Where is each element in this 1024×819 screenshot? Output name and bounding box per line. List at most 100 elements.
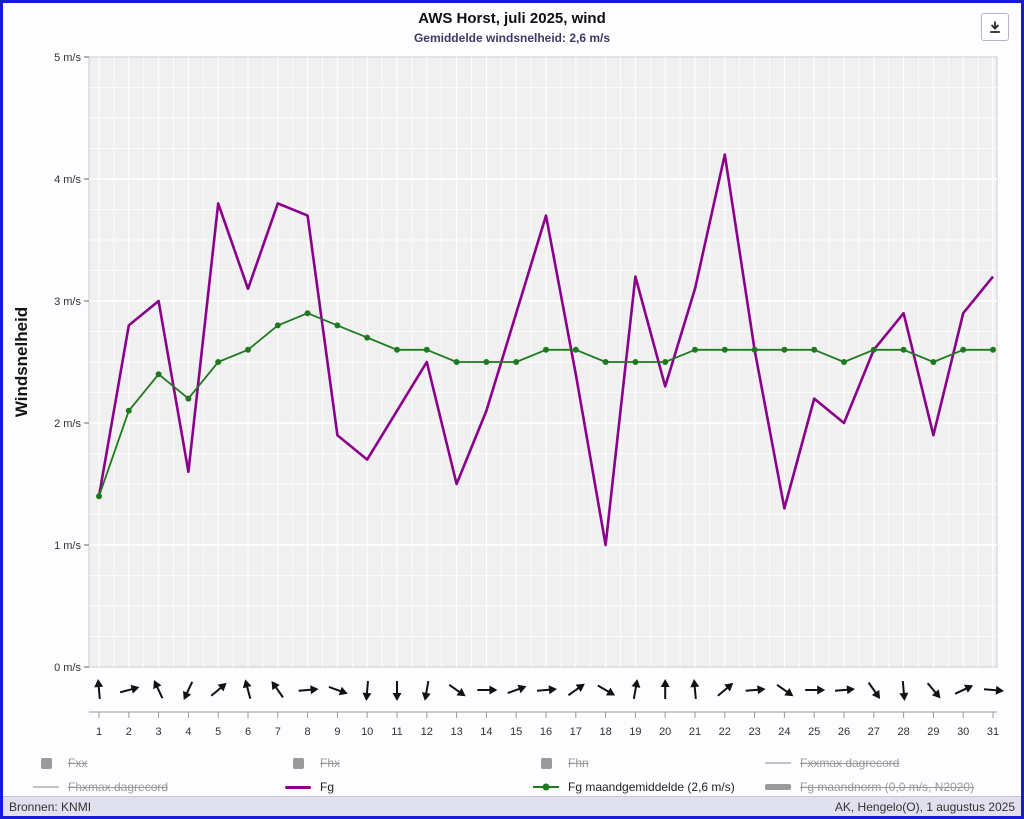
download-button[interactable] bbox=[981, 13, 1009, 41]
chart-title: AWS Horst, juli 2025, wind bbox=[418, 10, 606, 27]
wind-arrow bbox=[690, 679, 700, 700]
svg-text:30: 30 bbox=[957, 726, 969, 738]
svg-text:19: 19 bbox=[629, 726, 641, 738]
svg-text:3: 3 bbox=[156, 726, 162, 738]
legend-item-fxxmax-dagrecord[interactable]: Fxxmax dagrecord bbox=[765, 753, 1021, 773]
wind-arrow bbox=[660, 679, 670, 699]
wind-arrow bbox=[183, 681, 194, 700]
svg-text:29: 29 bbox=[927, 726, 939, 738]
wind-arrow bbox=[631, 679, 641, 700]
wind-arrow bbox=[94, 679, 104, 700]
wind-arrow bbox=[477, 685, 498, 695]
svg-text:23: 23 bbox=[748, 726, 760, 738]
wind-arrow bbox=[507, 684, 527, 695]
series-line-fg bbox=[97, 153, 995, 547]
svg-text:9: 9 bbox=[334, 726, 340, 738]
svg-text:15: 15 bbox=[510, 726, 522, 738]
legend-item-label: Fhn bbox=[568, 756, 589, 770]
wind-arrow bbox=[119, 684, 140, 694]
wind-arrow bbox=[242, 679, 252, 699]
svg-text:6: 6 bbox=[245, 726, 251, 738]
svg-text:0 m/s: 0 m/s bbox=[54, 662, 81, 674]
y-axis: 0 m/s 1 m/s 2 m/s 3 m/s 4 m/s 5 m/s bbox=[54, 52, 89, 674]
legend-item-label: Fg bbox=[320, 780, 335, 794]
wind-arrow bbox=[298, 685, 319, 695]
wind-chart[interactable]: 0 m/s 1 m/s 2 m/s 3 m/s 4 m/s 5 m/s Windsnelhe… bbox=[3, 49, 1021, 749]
legend-line-marker-swatch bbox=[533, 783, 559, 791]
wind-arrow bbox=[899, 680, 909, 701]
svg-text:11: 11 bbox=[391, 726, 402, 738]
legend-square-swatch bbox=[285, 757, 311, 769]
legend-item-fhxmax-dagrecord[interactable]: Fhxmax dagrecord bbox=[33, 777, 285, 797]
wind-arrow bbox=[834, 685, 855, 695]
legend-line-swatch bbox=[285, 785, 311, 789]
legend-item-fg-maandnorm-0-0-m-s-n2020[interactable]: Fg maandnorm (0,0 m/s, N2020) bbox=[765, 777, 1021, 797]
svg-text:8: 8 bbox=[305, 726, 311, 738]
footer-bar: Bronnen: KNMI AK, Hengelo(O), 1 augustus… bbox=[3, 796, 1021, 816]
svg-text:21: 21 bbox=[689, 726, 701, 738]
footer-credit: AK, Hengelo(O), 1 augustus 2025 bbox=[834, 799, 1015, 814]
wind-arrow bbox=[567, 683, 585, 696]
svg-text:5: 5 bbox=[215, 726, 221, 738]
svg-text:1 m/s: 1 m/s bbox=[54, 540, 81, 552]
y-axis-label: Windsnelheid bbox=[12, 307, 31, 417]
wind-arrow bbox=[328, 685, 348, 696]
wind-arrow bbox=[153, 680, 164, 699]
svg-text:18: 18 bbox=[599, 726, 611, 738]
legend-item-fg-maandgemiddelde-2-6-m-s[interactable]: Fg maandgemiddelde (2,6 m/s) bbox=[533, 777, 765, 797]
wind-arrow bbox=[210, 682, 227, 697]
wind-arrow bbox=[954, 684, 974, 695]
svg-text:10: 10 bbox=[361, 726, 373, 738]
svg-text:26: 26 bbox=[838, 726, 850, 738]
svg-text:7: 7 bbox=[275, 726, 281, 738]
wind-arrow bbox=[717, 682, 734, 697]
legend-item-label: Fxx bbox=[68, 756, 88, 770]
svg-text:1: 1 bbox=[96, 726, 102, 738]
svg-text:5 m/s: 5 m/s bbox=[54, 52, 81, 64]
svg-text:16: 16 bbox=[540, 726, 552, 738]
wind-arrow bbox=[448, 684, 466, 697]
svg-text:12: 12 bbox=[421, 726, 433, 738]
svg-text:20: 20 bbox=[659, 726, 671, 738]
wind-arrow bbox=[362, 680, 372, 701]
svg-text:2 m/s: 2 m/s bbox=[54, 418, 81, 430]
svg-text:2: 2 bbox=[126, 726, 132, 738]
wind-arrow bbox=[597, 684, 616, 696]
wind-arrow bbox=[983, 685, 1004, 695]
legend-line-swatch bbox=[33, 786, 59, 788]
legend-item-label: Fxxmax dagrecord bbox=[800, 756, 900, 770]
svg-text:24: 24 bbox=[778, 726, 790, 738]
wind-arrow bbox=[392, 681, 402, 701]
legend-item-fxx[interactable]: Fxx bbox=[33, 753, 285, 773]
legend-item-label: Fg maandgemiddelde (2,6 m/s) bbox=[568, 780, 735, 794]
wind-arrow bbox=[745, 685, 766, 695]
legend-square-swatch bbox=[533, 757, 559, 769]
chart-header: AWS Horst, juli 2025, wind Gemiddelde wi… bbox=[3, 3, 1021, 49]
legend-item-fg[interactable]: Fg bbox=[285, 777, 533, 797]
wind-arrow bbox=[421, 680, 431, 701]
legend-item-fhn[interactable]: Fhn bbox=[533, 753, 765, 773]
wind-arrow bbox=[926, 682, 941, 699]
legend-item-fhx[interactable]: Fhx bbox=[285, 753, 533, 773]
footer-source: Bronnen: KNMI bbox=[9, 799, 92, 814]
chart-legend: Fxx Fhx Fhn Fxxmax dagrecord Fhxmax dagrecor… bbox=[33, 753, 1021, 797]
legend-thick-line-swatch bbox=[765, 784, 791, 790]
wind-arrow bbox=[271, 680, 284, 698]
svg-text:13: 13 bbox=[450, 726, 462, 738]
series-markers bbox=[96, 310, 996, 500]
svg-text:22: 22 bbox=[719, 726, 731, 738]
legend-item-label: Fhxmax dagrecord bbox=[68, 780, 169, 794]
chart-subtitle: Gemiddelde windsnelheid: 2,6 m/s bbox=[413, 31, 611, 45]
wind-arrow bbox=[536, 685, 557, 695]
svg-text:28: 28 bbox=[897, 726, 909, 738]
wind-direction-arrows bbox=[94, 679, 1004, 701]
legend-item-label: Fhx bbox=[320, 756, 341, 770]
svg-text:4: 4 bbox=[185, 726, 191, 738]
legend-line-swatch bbox=[765, 762, 791, 764]
legend-item-label: Fg maandnorm (0,0 m/s, N2020) bbox=[800, 780, 975, 794]
x-axis: 1 2 3 4 5 6 7 8 9 10 11 12 13 14 15 16 17 18 19 20 21 22 23 24 2… bbox=[89, 711, 999, 738]
svg-text:17: 17 bbox=[570, 726, 582, 738]
download-icon bbox=[990, 21, 1000, 33]
svg-text:14: 14 bbox=[480, 726, 492, 738]
